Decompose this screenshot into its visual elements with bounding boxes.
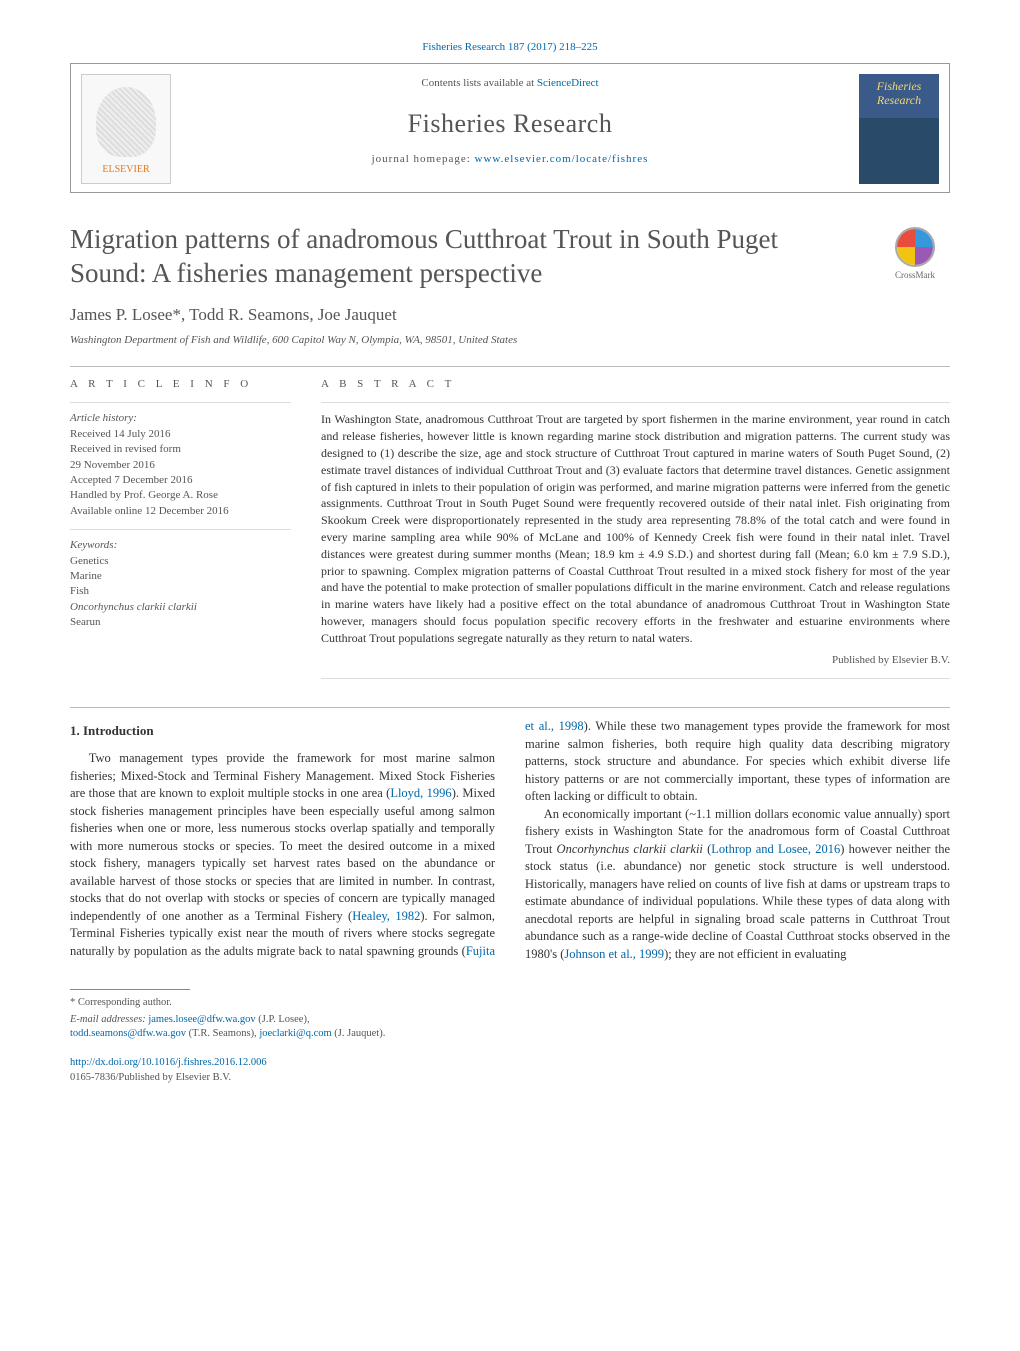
email-who: (J. Jauquet). (332, 1028, 386, 1039)
keyword: Searun (70, 615, 291, 630)
email-line: E-mail addresses: james.losee@dfw.wa.gov… (70, 1013, 492, 1042)
corresponding-author-label: * Corresponding author. (70, 996, 492, 1011)
history-line: Accepted 7 December 2016 (70, 473, 291, 488)
citation-link[interactable]: Johnson et al., 1999 (564, 947, 664, 961)
sciencedirect-link[interactable]: ScienceDirect (537, 77, 599, 89)
intro-heading: 1. Introduction (70, 722, 495, 740)
divider (70, 366, 950, 367)
keyword: Fish (70, 584, 291, 599)
article-info: a r t i c l e i n f o Article history: R… (70, 377, 291, 687)
email-link[interactable]: james.losee@dfw.wa.gov (148, 1014, 255, 1025)
journal-cover-thumb: Fisheries Research (859, 74, 939, 184)
crossmark-icon (895, 227, 935, 267)
homepage-line: journal homepage: www.elsevier.com/locat… (71, 152, 949, 167)
published-by: Published by Elsevier B.V. (321, 653, 950, 668)
divider (70, 529, 291, 530)
history-line: Handled by Prof. George A. Rose (70, 488, 291, 503)
citation-link[interactable]: Lothrop and Losee, 2016 (711, 842, 840, 856)
divider (321, 402, 950, 403)
email-who: (T.R. Seamons), (186, 1028, 259, 1039)
intro-paragraph: An economically important (~1.1 million … (525, 806, 950, 964)
email-label: E-mail addresses: (70, 1014, 148, 1025)
abstract-text: In Washington State, anadromous Cutthroa… (321, 411, 950, 646)
journal-name: Fisheries Research (71, 106, 949, 142)
keyword: Genetics (70, 554, 291, 569)
contents-text: Contents lists available at (421, 77, 536, 89)
copyright-line: 0165-7836/Published by Elsevier B.V. (70, 1072, 231, 1083)
abstract: a b s t r a c t In Washington State, ana… (321, 377, 950, 687)
citation-link[interactable]: Lloyd, 1996 (390, 786, 451, 800)
homepage-label: journal homepage: (372, 153, 475, 165)
keyword: Marine (70, 569, 291, 584)
article-info-heading: a r t i c l e i n f o (70, 377, 291, 392)
journal-header: ELSEVIER Fisheries Research Contents lis… (70, 63, 950, 193)
divider (70, 989, 190, 990)
elsevier-logo: ELSEVIER (81, 74, 171, 184)
history-label: Article history: (70, 411, 291, 426)
keyword: Oncorhynchus clarkii clarkii (70, 600, 291, 615)
email-link[interactable]: todd.seamons@dfw.wa.gov (70, 1028, 186, 1039)
journal-citation: Fisheries Research 187 (2017) 218–225 (70, 40, 950, 55)
keywords-label: Keywords: (70, 538, 291, 553)
divider (321, 678, 950, 679)
affiliation: Washington Department of Fish and Wildli… (70, 333, 950, 348)
abstract-heading: a b s t r a c t (321, 377, 950, 392)
history-line: Received in revised form (70, 442, 291, 457)
body-columns: 1. Introduction Two management types pro… (70, 718, 950, 963)
divider (70, 402, 291, 403)
citation-link[interactable]: Healey, 1982 (352, 909, 420, 923)
contents-line: Contents lists available at ScienceDirec… (71, 76, 949, 91)
homepage-link[interactable]: www.elsevier.com/locate/fishres (475, 153, 649, 165)
history-line: Available online 12 December 2016 (70, 504, 291, 519)
elsevier-tree-icon (96, 87, 156, 157)
doi-link[interactable]: http://dx.doi.org/10.1016/j.fishres.2016… (70, 1057, 267, 1068)
history-line: 29 November 2016 (70, 458, 291, 473)
divider (70, 707, 950, 708)
footer: * Corresponding author. E-mail addresses… (70, 989, 492, 1085)
email-link[interactable]: joeclarki@q.com (259, 1028, 331, 1039)
elsevier-label: ELSEVIER (102, 163, 149, 177)
history-line: Received 14 July 2016 (70, 427, 291, 442)
crossmark-label: CrossMark (880, 269, 950, 282)
crossmark-badge[interactable]: CrossMark (880, 227, 950, 282)
authors: James P. Losee*, Todd R. Seamons, Joe Ja… (70, 303, 950, 327)
email-who: (J.P. Losee), (256, 1014, 310, 1025)
cover-title: Fisheries Research (859, 80, 939, 106)
article-title: Migration patterns of anadromous Cutthro… (70, 223, 950, 291)
